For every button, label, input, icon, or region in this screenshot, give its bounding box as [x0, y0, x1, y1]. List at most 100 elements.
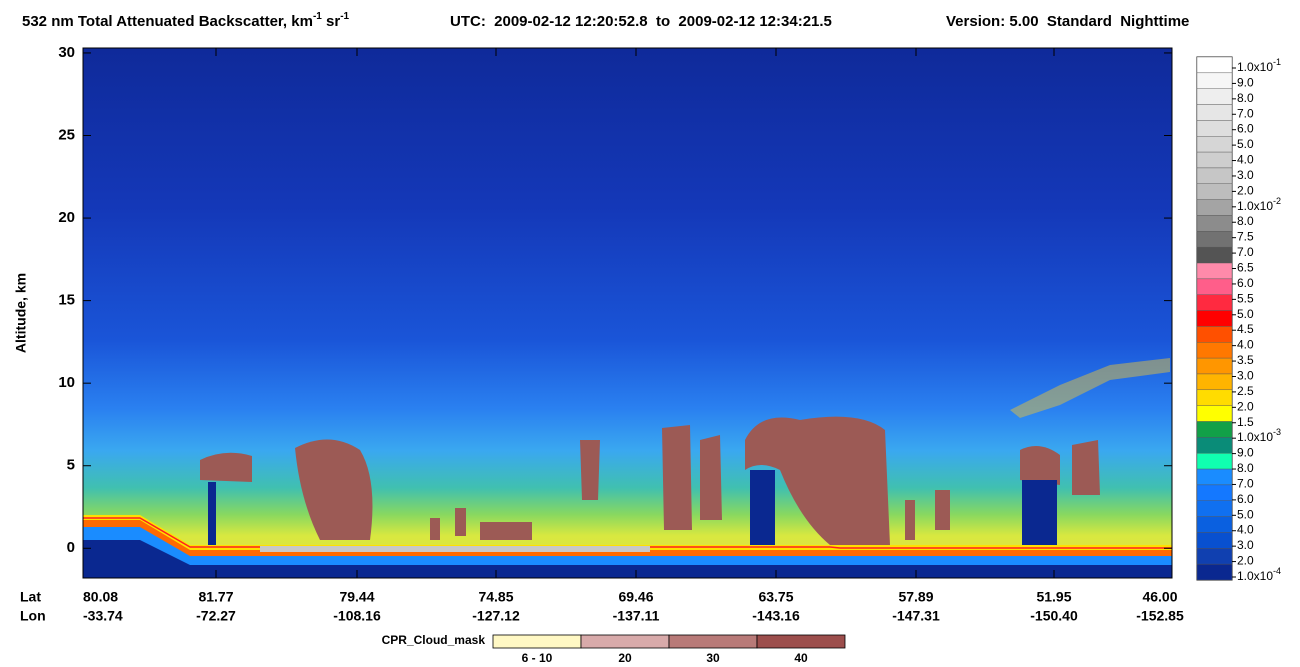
colorbar-label-text: 6.0 — [1237, 492, 1254, 506]
colorbar-band — [1196, 167, 1233, 184]
colorbar-band — [1196, 453, 1233, 470]
title-part: -1 — [340, 11, 349, 22]
colorbar-label-text: 2.0 — [1237, 400, 1254, 414]
colorbar-label: 2.5 — [1237, 384, 1254, 398]
x-tick-label: 79.44 — [339, 589, 374, 605]
x-tick-label: 46.00 — [1142, 589, 1177, 605]
colorbar-band — [1196, 548, 1233, 565]
cloud-mask-category: 20 — [618, 651, 632, 665]
colorbar-label: 1.5 — [1237, 415, 1254, 429]
colorbar-label-text: 4.0 — [1237, 523, 1254, 537]
colorbar-band — [1196, 88, 1233, 105]
colorbar-band — [1196, 278, 1233, 295]
colorbar-label: 3.0 — [1237, 168, 1254, 182]
x-tick-label: -33.74 — [83, 608, 123, 624]
x-tick-label: -108.16 — [333, 608, 381, 624]
colorbar-label: 6.5 — [1237, 261, 1254, 275]
colorbar-label: 2.0 — [1237, 400, 1254, 414]
x-tick-label: -152.85 — [1136, 608, 1184, 624]
colorbar-band — [1196, 72, 1233, 89]
colorbar-label: 6.0 — [1237, 492, 1254, 506]
version: Version: 5.00 Standard Nighttime — [946, 13, 1189, 30]
x-tick-label: -150.40 — [1030, 608, 1078, 624]
chart-title: 532 nm Total Attenuated Backscatter, km -… — [22, 11, 350, 30]
colorbar-label-text: 1.0x10 — [1237, 430, 1273, 444]
x-tick-label: 51.95 — [1036, 589, 1071, 605]
colorbar-label-text: 9.0 — [1237, 76, 1254, 90]
colorbar-band — [1196, 56, 1233, 74]
colorbar-label-text: 5.0 — [1237, 507, 1254, 521]
colorbar-label-text: 8.0 — [1237, 91, 1254, 105]
colorbar-label: 6.0 — [1237, 276, 1254, 290]
colorbar-label-exp: -3 — [1273, 428, 1281, 438]
colorbar-label-text: 9.0 — [1237, 446, 1254, 460]
colorbar-band — [1196, 183, 1233, 200]
colorbar-label: 5.0 — [1237, 307, 1254, 321]
colorbar-label: 3.5 — [1237, 353, 1254, 367]
x-tick-label: 69.46 — [618, 589, 653, 605]
x-row-label: Lon — [20, 608, 46, 624]
colorbar-label-text: 6.0 — [1237, 122, 1254, 136]
cloud-mask-label: CPR_Cloud_mask — [382, 633, 486, 647]
y-tick-label: 0 — [67, 539, 75, 556]
colorbar-label-text: 8.0 — [1237, 461, 1254, 475]
colorbar-label: 6.0 — [1237, 122, 1254, 136]
colorbar-label: 8.0 — [1237, 461, 1254, 475]
colorbar-label: 9.0 — [1237, 446, 1254, 460]
colorbar-band — [1196, 421, 1233, 438]
x-tick-label: -147.31 — [892, 608, 940, 624]
cloud-mask-swatch — [580, 634, 670, 649]
colorbar-band — [1196, 120, 1233, 137]
title-part: sr — [322, 13, 341, 30]
y-tick-label: 30 — [58, 44, 75, 61]
x-tick-label: 81.77 — [198, 589, 233, 605]
colorbar-label-text: 3.0 — [1237, 168, 1254, 182]
x-tick-label: 57.89 — [898, 589, 933, 605]
curtain — [83, 48, 1172, 578]
title-part: 532 nm Total Attenuated Backscatter, km — [22, 13, 313, 30]
colorbar-label-text: 2.0 — [1237, 184, 1254, 198]
colorbar-label: 1.0x10-1 — [1237, 57, 1281, 74]
colorbar-band — [1196, 484, 1233, 501]
y-tick-label: 10 — [58, 374, 75, 391]
y-axis-label: Altitude, km — [13, 273, 29, 353]
colorbar-band — [1196, 437, 1233, 454]
y-tick-label: 15 — [58, 292, 75, 309]
colorbar-label: 7.0 — [1237, 245, 1254, 259]
cloud-mask-category: 30 — [706, 651, 720, 665]
x-tick-label: -137.11 — [613, 608, 660, 624]
x-tick-label: -127.12 — [472, 608, 520, 624]
colorbar-label: 3.0 — [1237, 369, 1254, 383]
y-tick-label: 25 — [58, 126, 75, 143]
cloud-mask-category: 6 - 10 — [522, 651, 553, 665]
colorbar-label: 5.0 — [1237, 507, 1254, 521]
utc-range: UTC: 2009-02-12 12:20:52.8 to 2009-02-12… — [450, 13, 832, 30]
y-tick-label: 20 — [58, 209, 75, 226]
x-tick-label: -143.16 — [752, 608, 800, 624]
cloud-mask-swatch — [668, 634, 758, 649]
colorbar-band — [1196, 468, 1233, 486]
x-tick-label: -72.27 — [196, 608, 236, 624]
colorbar-label-text: 4.5 — [1237, 322, 1254, 336]
colorbar-label-text: 2.5 — [1237, 384, 1254, 398]
colorbar-label: 8.0 — [1237, 214, 1254, 228]
colorbar-label: 8.0 — [1237, 91, 1254, 105]
colorbar-label: 5.0 — [1237, 137, 1254, 151]
x-row-label: Lat — [20, 589, 41, 605]
colorbar-band — [1196, 405, 1233, 422]
colorbar-label-text: 2.0 — [1237, 554, 1254, 568]
colorbar-label-text: 5.0 — [1237, 307, 1254, 321]
colorbar-label: 4.0 — [1237, 338, 1254, 352]
colorbar-band — [1196, 136, 1233, 153]
colorbar-band — [1196, 151, 1233, 169]
colorbar-band — [1196, 532, 1233, 549]
colorbar-label-text: 4.0 — [1237, 153, 1254, 167]
colorbar-band — [1196, 310, 1233, 327]
colorbar-band — [1196, 342, 1233, 359]
colorbar-label: 1.0x10-4 — [1237, 566, 1281, 583]
colorbar-band — [1196, 373, 1233, 391]
colorbar-label-text: 4.0 — [1237, 338, 1254, 352]
colorbar-band — [1196, 215, 1233, 232]
colorbar-label-text: 5.5 — [1237, 292, 1254, 306]
